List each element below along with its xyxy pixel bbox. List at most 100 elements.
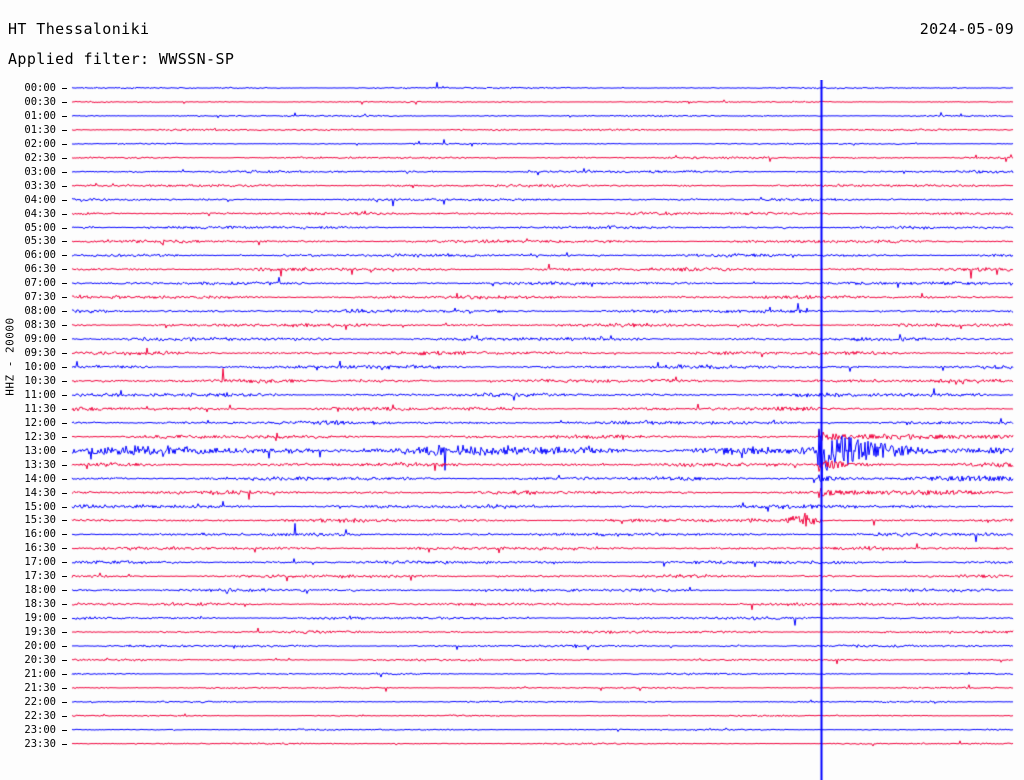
time-label: 16:00 <box>24 528 56 541</box>
time-label: 22:30 <box>24 709 56 722</box>
axis-tick <box>62 687 67 689</box>
time-label: 04:30 <box>24 207 56 220</box>
time-label: 20:30 <box>24 653 56 666</box>
time-label: 23:30 <box>24 737 56 750</box>
axis-tick <box>62 422 67 424</box>
time-label: 00:00 <box>24 82 56 94</box>
axis-tick <box>62 101 67 103</box>
time-label: 22:00 <box>24 695 56 708</box>
axis-tick <box>62 590 67 592</box>
time-label: 08:00 <box>24 305 56 318</box>
time-label: 20:00 <box>24 640 56 652</box>
time-label: 07:30 <box>24 291 56 304</box>
time-label: 11:30 <box>24 402 56 415</box>
axis-tick <box>62 394 67 396</box>
axis-tick <box>62 325 67 327</box>
axis-tick <box>62 534 67 536</box>
time-label: 03:00 <box>24 165 56 178</box>
axis-tick <box>62 715 67 717</box>
axis-tick <box>62 367 67 368</box>
time-label: 21:00 <box>24 667 56 680</box>
axis-tick <box>62 380 67 382</box>
axis-tick <box>62 604 67 606</box>
time-label: 00:30 <box>24 95 56 108</box>
axis-tick <box>62 576 67 578</box>
axis-tick <box>62 241 67 243</box>
axis-tick <box>62 199 67 201</box>
axis-tick <box>62 213 67 215</box>
time-label: 06:00 <box>24 249 56 262</box>
seismogram-plot: 00:00 00:30 01:00 01:30 02:00 02:30 03:00 03:30… <box>0 80 1024 780</box>
axis-tick <box>62 353 67 355</box>
time-label: 15:00 <box>24 500 56 513</box>
record-date: 2024-05-09 <box>919 20 1014 38</box>
applied-filter-label: Applied filter: WWSSN-SP <box>8 50 235 68</box>
axis-tick <box>62 311 67 313</box>
axis-tick <box>62 436 67 438</box>
time-label: 05:30 <box>24 235 56 248</box>
time-label: 18:00 <box>24 584 56 597</box>
axis-tick <box>62 339 67 341</box>
axis-tick <box>62 464 67 466</box>
axis-tick <box>62 618 67 620</box>
station-title: HT Thessaloniki <box>8 20 150 38</box>
time-label: 13:00 <box>24 444 56 457</box>
time-label: 18:30 <box>24 598 56 611</box>
time-label: 11:00 <box>24 388 56 401</box>
time-label: 19:30 <box>24 626 56 639</box>
time-label: 06:30 <box>24 263 56 276</box>
axis-tick <box>62 520 67 522</box>
axis-tick <box>62 478 67 480</box>
axis-tick <box>62 129 67 131</box>
axis-tick <box>62 269 67 271</box>
time-label: 04:00 <box>24 193 56 206</box>
axis-tick <box>62 701 67 703</box>
time-label: 05:00 <box>24 221 56 234</box>
axis-tick <box>62 297 67 299</box>
axis-tick <box>62 506 67 508</box>
time-label: 02:00 <box>24 137 56 150</box>
axis-tick <box>62 659 67 661</box>
axis-tick <box>62 143 67 145</box>
axis-tick <box>62 115 67 117</box>
axis-tick <box>62 88 67 89</box>
axis-tick <box>62 632 67 634</box>
axis-tick <box>62 255 67 257</box>
time-label: 21:30 <box>24 681 56 694</box>
time-label: 12:30 <box>24 430 56 443</box>
time-label: 07:00 <box>24 277 56 290</box>
time-label: 12:00 <box>24 416 56 429</box>
time-label: 17:30 <box>24 570 56 583</box>
time-label: 16:30 <box>24 542 56 555</box>
axis-tick <box>62 408 67 410</box>
time-label: 09:00 <box>24 333 56 346</box>
axis-tick <box>62 185 67 187</box>
time-label: 01:30 <box>24 123 56 136</box>
time-label: 08:30 <box>24 319 56 332</box>
axis-tick <box>62 283 67 285</box>
time-label: 14:30 <box>24 486 56 499</box>
axis-tick <box>62 157 67 159</box>
time-label: 09:30 <box>24 347 56 360</box>
time-label: 14:00 <box>24 472 56 485</box>
time-label: 10:30 <box>24 374 56 387</box>
trace-canvas <box>0 80 1024 780</box>
axis-tick <box>62 646 67 647</box>
axis-tick <box>62 171 67 173</box>
time-label: 17:00 <box>24 556 56 569</box>
axis-tick <box>62 227 67 229</box>
axis-tick <box>62 729 67 731</box>
time-label: 15:30 <box>24 514 56 527</box>
axis-tick <box>62 743 67 745</box>
time-label: 01:00 <box>24 109 56 122</box>
axis-tick <box>62 492 67 494</box>
time-label: 13:30 <box>24 458 56 471</box>
time-label: 19:00 <box>24 612 56 625</box>
time-label: 03:30 <box>24 179 56 192</box>
axis-tick <box>62 673 67 675</box>
axis-tick <box>62 450 67 452</box>
axis-tick <box>62 562 67 564</box>
time-label: 10:00 <box>24 361 56 373</box>
axis-tick <box>62 548 67 550</box>
